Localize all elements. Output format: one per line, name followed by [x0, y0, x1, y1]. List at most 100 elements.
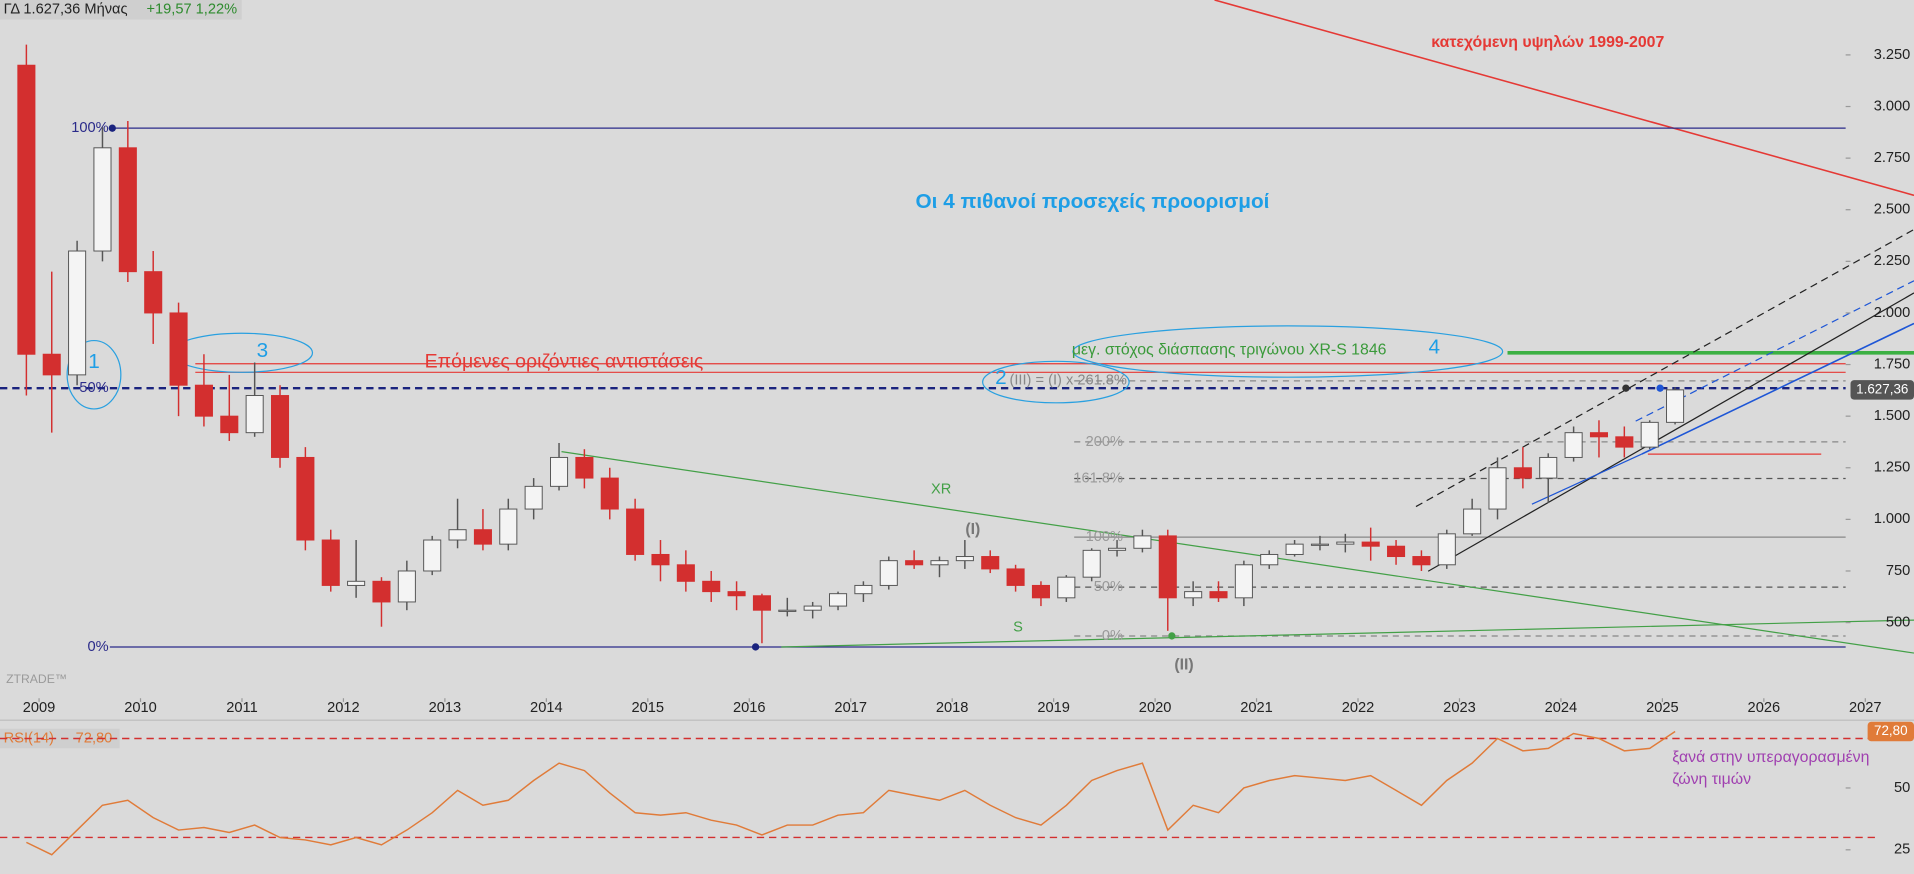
candle-body [321, 539, 340, 586]
fib-label: 100% [71, 120, 108, 136]
candle-body [397, 570, 416, 603]
x-tick-label: 2011 [226, 700, 257, 716]
annotation: (III) = (I) x 261.8% [1009, 373, 1126, 389]
annotation: Επόμενες οριζόντιες αντιστάσεις [425, 351, 704, 373]
candle-body [42, 353, 61, 376]
candle-body [423, 539, 442, 572]
x-tick-label: 2016 [733, 700, 766, 716]
candle-body [1310, 543, 1329, 546]
candle-body [829, 593, 848, 607]
x-tick-label: 2025 [1646, 700, 1679, 716]
change: +19,57 1,22% [146, 2, 237, 18]
trendline [1214, 0, 1914, 197]
annotation: 3 [257, 339, 269, 362]
candle-body [372, 580, 391, 603]
candle-body [1108, 547, 1127, 551]
last-price-tag [1850, 380, 1914, 400]
rsi-header-box [0, 728, 120, 749]
annotation: μεγ. στόχος διάσπασης τριγώνου XR-S 1846 [1072, 342, 1387, 359]
annotation: (I) [965, 521, 980, 538]
candle-body [118, 147, 137, 273]
x-tick-label: 2018 [936, 700, 969, 716]
x-tick-label: 2012 [327, 700, 360, 716]
candle-body [68, 250, 87, 376]
brand: ZTRADE™ [6, 672, 67, 686]
y-tick-label: 3.000 [1874, 98, 1911, 114]
candle-body [549, 456, 569, 487]
candle-body [702, 580, 721, 593]
candle-body [194, 384, 213, 417]
pivot [1656, 384, 1664, 392]
annotation: ζώνη τιμών [1672, 771, 1751, 788]
fib-label: 0% [1102, 628, 1123, 644]
last-price-label: 1.627,36 [1856, 381, 1908, 396]
candle-body [1057, 576, 1076, 599]
candle-body [752, 595, 771, 611]
candle-body [1513, 467, 1532, 479]
annotation: (II) [1174, 656, 1193, 673]
y-tick-label: 750 [1886, 563, 1910, 579]
candle-body [1184, 591, 1203, 599]
candle-body [499, 508, 518, 545]
candle-body [93, 147, 112, 252]
candle-body [1133, 535, 1152, 549]
x-tick-label: 2014 [530, 700, 563, 716]
candle-body [930, 560, 949, 566]
pivot [751, 643, 760, 651]
x-tick-label: 2021 [1240, 700, 1273, 716]
candle-body [473, 529, 492, 545]
fib-label: 161.8% [1073, 470, 1123, 486]
candle-body [1640, 421, 1659, 448]
candle-body [676, 564, 695, 582]
annotation: κατεχόμενη υψηλών 1999-2007 [1431, 34, 1664, 51]
annotation: 1 [88, 350, 100, 373]
channel-line [1415, 228, 1914, 508]
y-tick-label: 3.250 [1874, 47, 1911, 63]
candle-body [169, 312, 188, 386]
candle-body [1615, 436, 1634, 448]
ellipse [66, 339, 122, 410]
candle-body [727, 591, 746, 597]
ellipse [982, 360, 1130, 404]
x-tick-label: 2026 [1748, 700, 1781, 716]
candle-body [524, 485, 543, 510]
x-tick-label: 2022 [1342, 700, 1375, 716]
y-tick-label: 2.750 [1874, 150, 1911, 166]
annotation: 2 [995, 366, 1007, 389]
fib-label: 200% [1086, 434, 1123, 450]
candle-body [1463, 508, 1482, 535]
candle-body [1031, 584, 1050, 599]
ellipse [1072, 325, 1504, 378]
annotation: 4 [1429, 335, 1441, 358]
fib-label: 100% [1086, 529, 1123, 545]
annotation: XR [931, 481, 951, 497]
annotation: S [1013, 619, 1023, 635]
trendline [781, 619, 1914, 648]
candle-body [1488, 467, 1507, 510]
candle-body [144, 271, 163, 314]
candle-body [1437, 533, 1456, 566]
x-tick-label: 2013 [429, 700, 462, 716]
candles [17, 44, 1685, 644]
x-tick-label: 2017 [834, 700, 867, 716]
candle-body [879, 560, 898, 586]
pivot [108, 124, 116, 132]
candle-body [1285, 543, 1304, 555]
candle-body [1158, 535, 1177, 599]
candle-body [17, 64, 36, 355]
y-tick-label: 2.250 [1874, 253, 1911, 269]
y-tick-label: 500 [1886, 614, 1910, 630]
candle-body [854, 584, 873, 595]
channel-line [1531, 453, 1643, 505]
y-tick-label: 2.000 [1874, 305, 1911, 321]
x-tick-label: 2009 [23, 700, 56, 716]
annotation: ξανά στην υπεραγορασμένη [1672, 749, 1869, 766]
candle-body [245, 395, 264, 434]
fib-label: 0% [87, 639, 108, 655]
rsi-last-label: 72,80 [1874, 723, 1908, 738]
candle-body [1260, 553, 1279, 566]
rsi-tick-label: 50 [1894, 780, 1910, 796]
y-tick-label: 1.500 [1874, 408, 1911, 424]
candle-body [803, 605, 822, 611]
